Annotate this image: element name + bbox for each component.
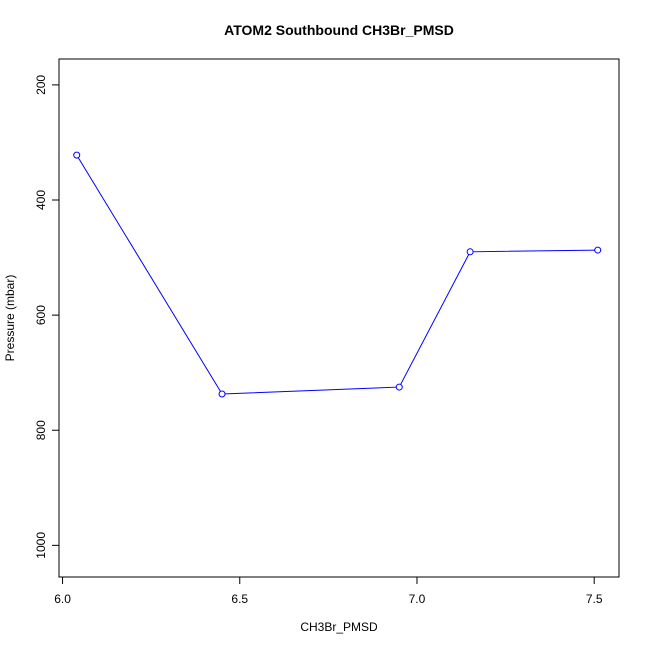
y-tick-label: 800 <box>34 420 48 440</box>
series-layer <box>73 151 602 398</box>
x-axis: 6.0 6.5 7.0 7.5 <box>54 576 603 606</box>
y-tick-label: 600 <box>34 305 48 325</box>
data-point <box>594 246 602 254</box>
data-point <box>73 151 81 159</box>
x-tick-label: 7.5 <box>586 592 603 606</box>
x-tick-label: 6.5 <box>231 592 248 606</box>
y-axis: 200 400 600 800 1000 <box>34 75 60 559</box>
plot-frame <box>58 58 620 578</box>
chart-title: ATOM2 Southbound CH3Br_PMSD <box>224 22 454 38</box>
y-tick-label: 400 <box>34 190 48 210</box>
x-axis-label: CH3Br_PMSD <box>300 620 378 634</box>
x-tick-label: 7.0 <box>409 592 426 606</box>
y-tick-label: 200 <box>34 75 48 95</box>
data-point <box>466 248 474 256</box>
y-axis-label: Pressure (mbar) <box>3 275 17 362</box>
y-tick-label: 1000 <box>34 532 48 559</box>
data-point <box>395 383 403 391</box>
data-point <box>218 390 226 398</box>
series-line <box>76 154 598 395</box>
x-tick-label: 6.0 <box>54 592 71 606</box>
